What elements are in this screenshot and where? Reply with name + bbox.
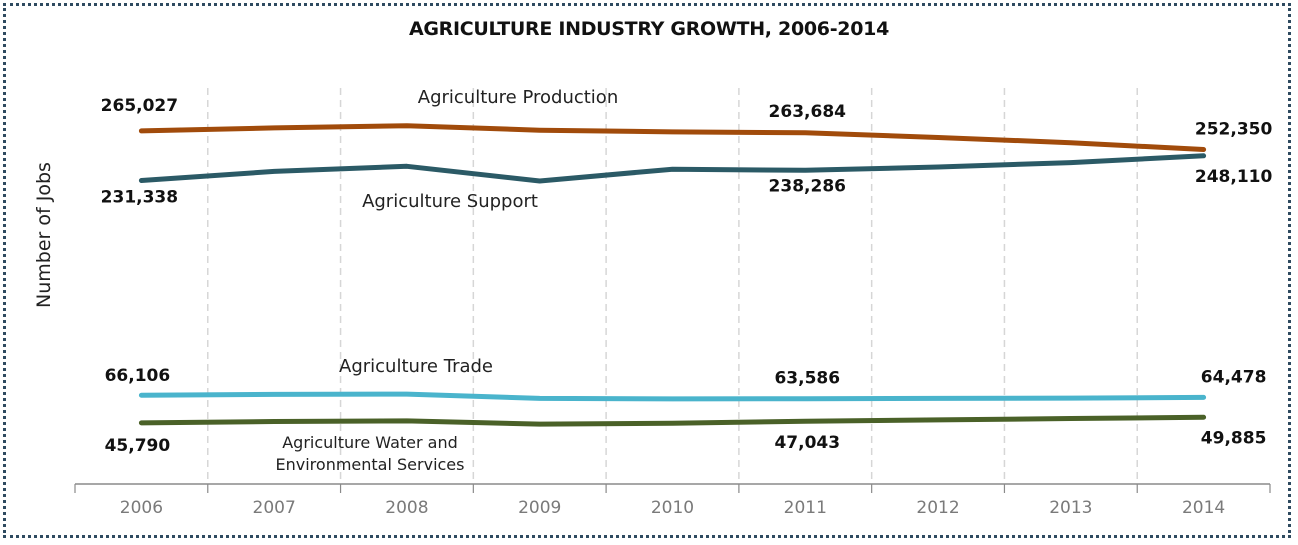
data-label: 231,338 [101,188,178,208]
data-label: 265,027 [101,96,178,116]
x-tick-label: 2012 [916,498,959,518]
series-line-2 [138,391,1207,402]
series-line-0 [138,123,1207,152]
x-axis: 2006 2007 2008 2009 2010 2011 2012 2013 2014 [74,483,1271,518]
data-label: 49,885 [1201,428,1267,448]
chart-title: AGRICULTURE INDUSTRY GROWTH, 2006-2014 [408,18,889,40]
data-label: 238,286 [769,176,846,196]
data-label: 248,110 [1195,167,1273,187]
x-tick-label: 2014 [1182,498,1225,518]
x-tick-label: 2007 [253,498,296,518]
x-tick-label: 2008 [385,498,428,518]
data-labels: 265,027 263,684 252,350 231,338 238,286 248,1… [101,87,1273,474]
series-lines [138,123,1207,427]
data-label: 47,043 [774,433,840,453]
x-tick-label: 2009 [518,498,561,518]
data-label: 252,350 [1195,120,1273,140]
data-label: 45,790 [105,436,171,456]
data-label: 63,586 [774,369,840,389]
x-tick-label: 2010 [651,498,694,518]
series-name-label: Agriculture Trade [339,356,493,377]
data-label: 66,106 [105,366,171,386]
data-label: 263,684 [769,102,847,122]
x-tick-label: 2011 [784,498,827,518]
series-name-label: Agriculture Support [362,191,538,212]
chart-frame [3,3,1291,538]
x-tick-label: 2006 [120,498,163,518]
x-tick-label: 2013 [1049,498,1092,518]
series-line-3 [138,414,1207,427]
series-name-label: Agriculture Production [418,87,618,108]
series-line-1 [138,153,1207,184]
series-name-label: Agriculture Water and [282,433,458,452]
data-label: 64,478 [1201,367,1267,387]
series-name-label: Environmental Services [276,455,465,474]
